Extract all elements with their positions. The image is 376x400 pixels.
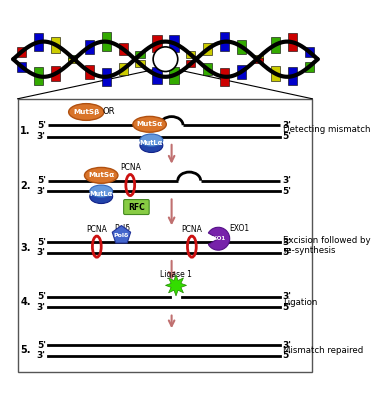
Text: 5': 5' <box>282 248 291 257</box>
Text: PCNA: PCNA <box>120 163 141 172</box>
Text: 3': 3' <box>37 248 46 257</box>
Bar <box>135 51 145 58</box>
Text: 3': 3' <box>37 303 46 312</box>
Bar <box>169 67 179 84</box>
Text: 2.: 2. <box>20 181 31 191</box>
Text: 5': 5' <box>37 292 46 301</box>
Text: 4.: 4. <box>20 297 31 307</box>
Text: 5': 5' <box>282 303 291 312</box>
Bar <box>254 55 263 60</box>
Text: PCNA: PCNA <box>86 224 107 234</box>
Text: RFC: RFC <box>128 202 145 212</box>
Ellipse shape <box>69 104 104 120</box>
Bar <box>305 62 314 72</box>
Text: Polδ: Polδ <box>114 233 129 238</box>
Bar <box>68 58 77 63</box>
Bar <box>237 40 246 54</box>
Text: 3': 3' <box>37 351 46 360</box>
Text: Mismatch repaired: Mismatch repaired <box>284 346 364 355</box>
Text: MutLα: MutLα <box>89 191 113 197</box>
Bar <box>118 63 128 75</box>
Circle shape <box>153 47 178 72</box>
Text: EXO1: EXO1 <box>230 224 250 233</box>
Text: Ligation: Ligation <box>284 298 318 306</box>
Bar <box>169 35 179 52</box>
Text: Polδ: Polδ <box>114 224 130 233</box>
Bar <box>186 60 196 68</box>
Bar <box>152 35 162 52</box>
Bar <box>17 62 26 72</box>
Text: 3': 3' <box>37 187 46 196</box>
Text: 3': 3' <box>282 176 291 185</box>
Text: 3': 3' <box>37 132 46 141</box>
Text: 5': 5' <box>37 121 46 130</box>
Text: Detecting mismatch: Detecting mismatch <box>284 125 371 134</box>
Text: 1.: 1. <box>20 126 31 136</box>
Text: Ligase 1: Ligase 1 <box>160 270 192 279</box>
Polygon shape <box>112 226 130 243</box>
Text: 3': 3' <box>282 292 291 301</box>
Bar <box>17 47 26 57</box>
Bar <box>102 32 111 51</box>
Bar <box>254 58 263 63</box>
Text: 5': 5' <box>37 238 46 247</box>
Bar <box>51 37 60 53</box>
Text: 5': 5' <box>282 187 291 196</box>
Bar <box>85 40 94 54</box>
Bar <box>68 55 77 60</box>
FancyBboxPatch shape <box>124 200 149 214</box>
Text: 5': 5' <box>282 132 291 141</box>
Text: MutSβ: MutSβ <box>73 109 99 115</box>
Ellipse shape <box>90 185 113 197</box>
Text: PCNA: PCNA <box>181 224 202 234</box>
Wedge shape <box>208 227 230 250</box>
Ellipse shape <box>140 134 163 146</box>
Bar <box>186 51 196 58</box>
Bar <box>220 68 229 86</box>
Bar <box>34 33 43 51</box>
Bar <box>51 66 60 82</box>
Text: 3': 3' <box>282 341 291 350</box>
Bar <box>135 60 145 68</box>
Bar <box>288 67 297 85</box>
Ellipse shape <box>133 116 166 132</box>
Text: MutSα: MutSα <box>136 121 163 127</box>
Bar <box>18 99 312 372</box>
Bar <box>118 43 128 55</box>
Bar <box>203 63 212 75</box>
Text: 5': 5' <box>37 176 46 185</box>
Bar <box>271 66 280 82</box>
Text: MutSα: MutSα <box>88 172 114 178</box>
Bar <box>305 47 314 57</box>
Bar <box>271 37 280 53</box>
Bar <box>34 67 43 85</box>
Ellipse shape <box>85 168 118 183</box>
Text: 5.: 5. <box>20 346 31 356</box>
Text: 5': 5' <box>282 351 291 360</box>
Bar <box>237 64 246 79</box>
Bar <box>203 43 212 55</box>
Text: EXO1: EXO1 <box>209 236 226 241</box>
Ellipse shape <box>90 190 113 204</box>
Text: OR: OR <box>103 107 115 116</box>
Text: 3': 3' <box>282 121 291 130</box>
Bar <box>288 33 297 51</box>
Ellipse shape <box>140 138 163 152</box>
Text: MutLα: MutLα <box>140 140 163 146</box>
Text: 3.: 3. <box>20 242 31 252</box>
Bar <box>85 64 94 79</box>
Text: 3': 3' <box>282 238 291 247</box>
Bar <box>220 32 229 51</box>
Polygon shape <box>165 275 186 296</box>
Text: Excision followed by
re-synthesis: Excision followed by re-synthesis <box>284 236 371 256</box>
Bar <box>152 67 162 84</box>
Text: 5': 5' <box>37 341 46 350</box>
Bar <box>102 68 111 86</box>
